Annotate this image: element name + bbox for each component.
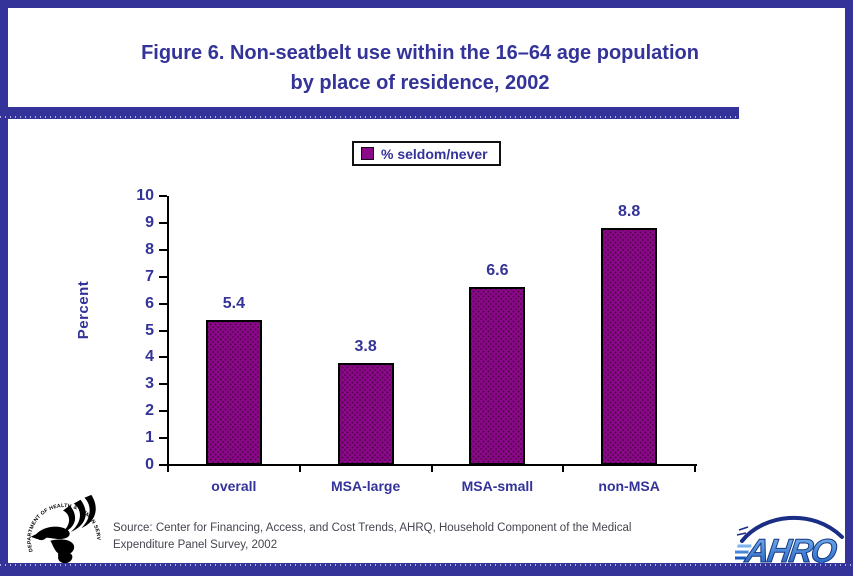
x-tick-mark [430, 464, 433, 472]
title-divider-bar [0, 107, 739, 119]
y-tick-mark [159, 221, 167, 224]
y-tick-label: 3 [145, 375, 154, 393]
x-tick-mark [167, 464, 169, 472]
ahrq-swoosh-icon [736, 515, 844, 543]
legend-swatch-icon [361, 147, 374, 160]
page-border-left [0, 0, 8, 576]
y-tick-label: 4 [145, 348, 154, 366]
x-tick-mark [694, 464, 696, 472]
bar-value-label: 8.8 [618, 203, 641, 221]
x-category-label: non-MSA [598, 478, 660, 494]
y-tick-mark [159, 464, 167, 466]
page-border-bottom [0, 563, 853, 576]
bar-value-label: 3.8 [354, 337, 377, 355]
hhs-logo: DEPARTMENT OF HEALTH & HUMAN SERVICES·US… [14, 489, 101, 564]
legend-label: % seldom/never [381, 145, 488, 162]
y-tick-label: 1 [145, 429, 154, 447]
y-tick-mark [159, 275, 167, 278]
page-title-line1: Figure 6. Non-seatbelt use within the 16… [141, 42, 699, 64]
bar [337, 362, 394, 465]
y-tick-label: 6 [145, 294, 154, 312]
divider-dotted-line [0, 116, 739, 118]
x-category-label: MSA-small [461, 478, 534, 494]
y-tick-label: 7 [145, 267, 154, 285]
y-tick-mark [159, 329, 167, 332]
y-tick-mark [159, 437, 167, 440]
bottom-dotted-line [0, 564, 853, 566]
bar [469, 287, 526, 465]
page-border-top [0, 0, 853, 8]
x-category-label: MSA-large [331, 478, 401, 494]
y-tick-mark [159, 383, 167, 386]
page-border-right [845, 0, 853, 576]
y-tick-mark [159, 248, 167, 251]
hhs-eagle-icon [30, 494, 96, 564]
y-tick-label: 8 [145, 240, 154, 258]
y-tick-label: 2 [145, 402, 154, 420]
y-tick-label: 9 [145, 213, 154, 231]
chart-legend: % seldom/never [352, 141, 501, 166]
y-tick-label: 0 [145, 456, 154, 473]
y-tick-mark [159, 302, 167, 305]
bar [601, 228, 658, 465]
x-category-label: overall [211, 478, 257, 494]
page-title: Figure 6. Non-seatbelt use within the 16… [0, 38, 840, 98]
bar-value-label: 5.4 [222, 294, 245, 312]
x-tick-mark [562, 464, 565, 472]
ahrq-logo: AHRQ [735, 515, 844, 570]
y-tick-mark [159, 410, 167, 413]
page-title-line2: by place of residence, 2002 [290, 72, 550, 94]
source-line2: Expenditure Panel Survey, 2002 [113, 539, 278, 551]
x-tick-mark [298, 464, 301, 472]
bar-value-label: 6.6 [486, 262, 509, 280]
y-tick-label: 5 [145, 321, 154, 339]
bar [205, 319, 262, 465]
source-line1: Source: Center for Financing, Access, an… [113, 522, 632, 534]
y-tick-mark [159, 356, 167, 359]
y-tick-label: 10 [136, 187, 154, 204]
y-axis-line [166, 196, 169, 466]
y-tick-mark [159, 195, 167, 197]
source-note: Source: Center for Financing, Access, an… [113, 520, 738, 554]
